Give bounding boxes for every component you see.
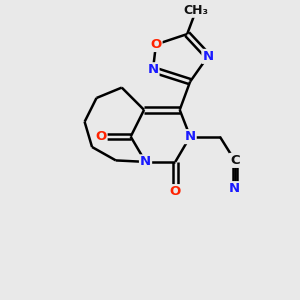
Text: CH₃: CH₃ (184, 4, 208, 17)
Text: C: C (230, 154, 239, 167)
Text: N: N (140, 155, 151, 168)
Text: O: O (169, 185, 181, 198)
Text: N: N (184, 130, 196, 143)
Text: N: N (229, 182, 240, 195)
Text: N: N (202, 50, 214, 63)
Text: O: O (150, 38, 162, 51)
Text: O: O (95, 130, 106, 143)
Text: N: N (147, 63, 158, 76)
